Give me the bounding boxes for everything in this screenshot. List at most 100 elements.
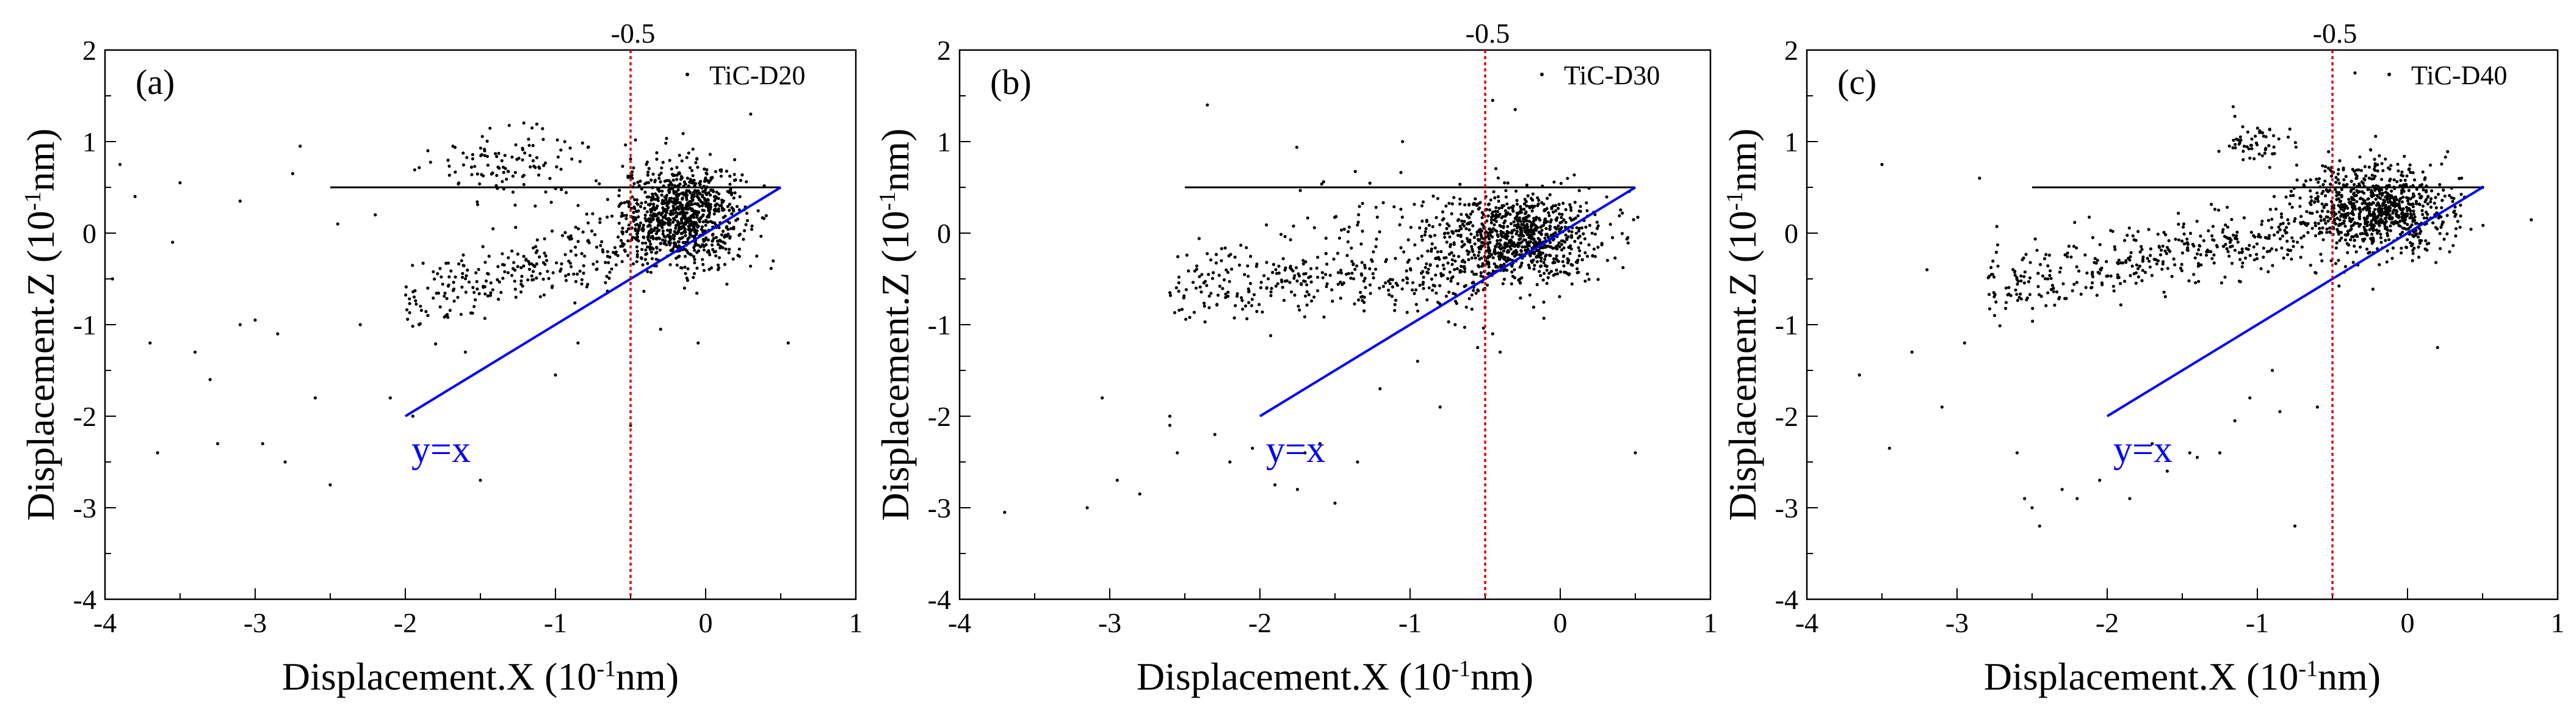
data-point [1232, 316, 1236, 320]
data-point [1530, 209, 1534, 213]
data-point [2339, 200, 2343, 203]
data-point [2028, 293, 2031, 297]
data-point [1246, 287, 1250, 291]
data-point [2173, 263, 2177, 267]
data-point [1342, 228, 1346, 231]
data-point [2436, 345, 2439, 350]
data-point [682, 211, 686, 215]
data-point [1494, 167, 1498, 170]
data-point [660, 166, 664, 170]
data-point [2390, 196, 2394, 200]
data-point [2217, 150, 2221, 153]
data-point [2113, 248, 2117, 251]
data-point [2417, 255, 2421, 259]
data-point [1543, 236, 1547, 240]
data-point [660, 201, 664, 205]
data-point [2136, 275, 2140, 279]
data-point [660, 189, 664, 193]
data-point [441, 283, 444, 286]
data-point [1209, 292, 1213, 295]
data-point [2408, 216, 2412, 220]
data-point [543, 237, 546, 240]
data-point [408, 301, 411, 306]
data-point [2049, 269, 2052, 273]
data-point [1858, 373, 1861, 377]
data-point [661, 229, 665, 233]
data-point [457, 181, 461, 185]
data-point [2417, 245, 2420, 249]
data-point [740, 173, 744, 177]
data-point [2254, 141, 2258, 145]
data-point [530, 126, 534, 130]
data-point [1333, 215, 1337, 219]
data-point [2112, 289, 2116, 293]
data-point [493, 152, 497, 156]
data-point [728, 209, 731, 212]
data-point [555, 138, 559, 142]
data-point [2411, 184, 2415, 187]
data-point [2412, 178, 2417, 182]
data-point [1988, 307, 1992, 311]
data-point [1536, 196, 1539, 200]
data-point [2416, 235, 2420, 239]
data-point [655, 213, 659, 217]
data-point [2293, 219, 2296, 223]
data-point [1566, 176, 1569, 180]
data-point [649, 220, 653, 223]
data-point [706, 238, 710, 242]
data-point [594, 179, 598, 182]
data-point [2373, 168, 2377, 172]
data-point [1524, 210, 1528, 214]
data-point [238, 199, 242, 203]
data-point [531, 270, 535, 273]
data-point [2351, 217, 2354, 221]
data-point [696, 165, 700, 169]
data-point [695, 157, 699, 160]
y-tick-label: 1 [937, 126, 951, 157]
data-point [534, 245, 538, 248]
data-point [1265, 261, 1268, 264]
data-point [1478, 206, 1482, 210]
data-point [2210, 234, 2214, 238]
data-point [1626, 236, 1630, 240]
data-point [727, 251, 731, 254]
data-point [653, 180, 657, 184]
data-point [1393, 309, 1397, 312]
data-point [1298, 189, 1302, 192]
data-point [786, 341, 790, 345]
data-point [645, 160, 649, 164]
data-point [622, 214, 626, 217]
data-point [560, 188, 563, 192]
data-point [700, 200, 704, 204]
data-point [1362, 309, 1366, 313]
data-point [1435, 215, 1438, 220]
data-point [2209, 250, 2213, 253]
data-point [2325, 188, 2328, 192]
data-point [1474, 256, 1477, 260]
data-point [1605, 259, 1609, 262]
data-point [1347, 225, 1351, 229]
data-point [586, 283, 590, 286]
data-point [618, 189, 621, 192]
data-point [2314, 224, 2317, 228]
data-point [2290, 206, 2294, 209]
data-point [2314, 271, 2317, 275]
data-point [2433, 201, 2436, 205]
data-point [1499, 243, 1502, 247]
data-point [1497, 215, 1500, 218]
data-point [1304, 294, 1308, 298]
data-point [2358, 155, 2362, 159]
data-point [1290, 290, 1293, 294]
data-point [418, 166, 421, 170]
data-point [1488, 231, 1492, 235]
data-point [2336, 178, 2340, 182]
data-point [2334, 187, 2337, 191]
data-point [1271, 270, 1275, 275]
data-point [657, 173, 661, 177]
data-point [447, 164, 451, 168]
data-point [2015, 292, 2019, 296]
data-point [1500, 235, 1504, 239]
data-point [1572, 173, 1576, 177]
data-point [2372, 228, 2375, 232]
data-point [1426, 271, 1430, 275]
